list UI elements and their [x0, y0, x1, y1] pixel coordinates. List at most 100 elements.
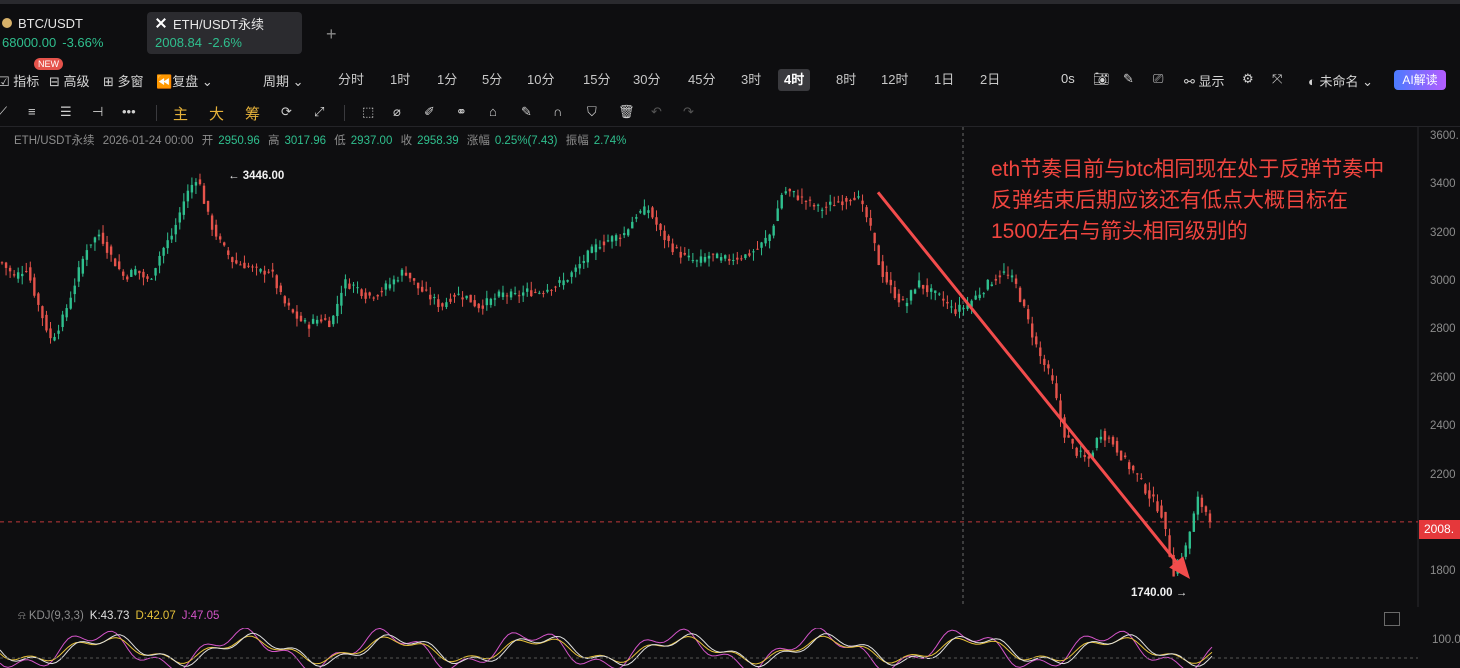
refresh-icon[interactable]: ⟳: [281, 104, 292, 119]
candle-body: [618, 237, 622, 239]
replay-button[interactable]: ⏪复盘 ⌄: [156, 74, 213, 89]
trend-arrow-line: [876, 191, 1184, 570]
pencil-icon[interactable]: ✐: [424, 104, 435, 119]
candle-body: [299, 315, 303, 322]
big-order-button[interactable]: 大: [209, 106, 225, 123]
candle-body: [1132, 465, 1135, 471]
candle-body: [425, 289, 428, 291]
timeframe-12时[interactable]: 12时: [881, 72, 909, 87]
candle-body: [707, 255, 711, 259]
candle-body: [954, 309, 957, 314]
candle-body: [461, 297, 464, 300]
camera-icon[interactable]: 📷︎: [1093, 71, 1110, 86]
candle-body: [295, 311, 299, 319]
expand-icon[interactable]: [1384, 612, 1400, 626]
timeframe-1时[interactable]: 1时: [390, 72, 411, 87]
link-icon[interactable]: ⚭: [456, 104, 467, 119]
more-tools-icon[interactable]: •••: [122, 104, 136, 119]
ray-tool-icon[interactable]: ⊣: [92, 104, 104, 119]
candle-body: [178, 212, 181, 223]
ai-analysis-button[interactable]: AI解读: [1394, 70, 1446, 90]
chart-annotation-text[interactable]: eth节奏目前与btc相同现在处于反弹节奏中 反弹结束后期应该还有低点大概目标在…: [991, 158, 1385, 243]
candle-body: [699, 256, 703, 263]
timeframe-8时[interactable]: 8时: [836, 72, 857, 87]
timeframe-2日[interactable]: 2日: [980, 72, 1001, 87]
candle-body: [162, 247, 165, 256]
edit-icon[interactable]: ✎: [521, 104, 532, 119]
redo-icon[interactable]: ↷: [683, 104, 694, 119]
candle-body: [485, 298, 489, 306]
candle-body: [453, 294, 456, 297]
candle-body: [210, 215, 214, 230]
candle-body: [691, 260, 695, 262]
candle-body: [1208, 513, 1212, 522]
display-button[interactable]: ⚯ 显示: [1184, 74, 1225, 89]
filter-icon[interactable]: ⛉: [587, 104, 597, 119]
candle-body: [1140, 478, 1143, 480]
timeframe-4时[interactable]: 4时: [778, 69, 811, 91]
trend-arrow-head: [1169, 556, 1190, 579]
toolbar-divider-line: [0, 126, 1460, 127]
tab-price: 2008.84: [155, 35, 202, 50]
candle-body: [202, 185, 206, 204]
kdj-j-line: [0, 628, 1213, 668]
candlestick-chart[interactable]: [0, 127, 1460, 607]
candle-body: [558, 280, 561, 283]
y-axis-tick-label: 3000: [1430, 274, 1456, 287]
main-indicator-button[interactable]: 主: [173, 106, 189, 123]
candle-body: [255, 266, 258, 268]
hline-tool-icon[interactable]: ≡: [28, 104, 36, 119]
candle-body: [445, 302, 448, 308]
candle-body: [65, 308, 68, 318]
timeframe-30分[interactable]: 30分: [633, 72, 661, 87]
timeframe-3时[interactable]: 3时: [741, 72, 762, 87]
line-tool-icon[interactable]: ⟋: [0, 104, 8, 119]
channel-tool-icon[interactable]: ☰: [60, 104, 72, 119]
indicators-button[interactable]: ☑ 指标: [0, 74, 40, 89]
ruler-icon[interactable]: ⌀: [393, 104, 401, 119]
candle-body: [505, 295, 509, 297]
symbol-tabs: BTC/USDT 68000.00 -3.66% ETH/USDT永续 2008.…: [0, 6, 1460, 56]
trash-icon[interactable]: 🗑︎: [618, 104, 635, 119]
chip-distribution-button[interactable]: 筹: [245, 106, 261, 123]
candle-body: [925, 285, 929, 293]
gear-icon[interactable]: ⚙: [1242, 71, 1254, 86]
tab-btc-usdt[interactable]: BTC/USDT 68000.00 -3.66%: [0, 12, 134, 54]
multi-window-button[interactable]: ⊞ 多窗: [103, 74, 144, 89]
pen-icon[interactable]: ✎: [1123, 71, 1134, 86]
candle-body: [659, 223, 662, 230]
timeframe-45分[interactable]: 45分: [688, 72, 716, 87]
candle-body: [81, 258, 85, 274]
fullscreen-icon[interactable]: ⤧: [1272, 71, 1283, 86]
advanced-button[interactable]: ⊟ 高级: [49, 74, 90, 89]
lock-icon[interactable]: ⌂: [489, 104, 497, 119]
layout-dropdown[interactable]: ◐ 未命名 ⌄: [1308, 74, 1373, 89]
timeframe-5分[interactable]: 5分: [482, 72, 503, 87]
timeframe-10分[interactable]: 10分: [527, 72, 555, 87]
candle-body: [360, 289, 363, 297]
candle-body: [231, 257, 234, 263]
candle-body: [1063, 417, 1066, 438]
measure-icon[interactable]: ⤢: [314, 104, 325, 119]
period-dropdown[interactable]: 周期 ⌄: [263, 74, 304, 89]
comment-icon[interactable]: ⎚: [1153, 71, 1164, 86]
candle-body: [311, 318, 315, 324]
current-price-tag: 2008.: [1419, 520, 1460, 539]
timeframe-1日[interactable]: 1日: [934, 72, 955, 87]
add-tab-button[interactable]: +: [326, 24, 337, 44]
candle-body: [247, 265, 250, 267]
magnet-icon[interactable]: ∩: [553, 104, 563, 119]
timeframe-分时[interactable]: 分时: [338, 72, 365, 87]
candle-body: [930, 288, 933, 292]
tab-eth-usdt[interactable]: ETH/USDT永续 2008.84 -2.6%: [147, 12, 302, 54]
select-icon[interactable]: ⬚: [362, 104, 375, 119]
timeframe-1分[interactable]: 1分: [437, 72, 458, 87]
candle-body: [263, 270, 266, 275]
y-axis-tick-label: 2800: [1430, 323, 1456, 336]
timeframe-15分[interactable]: 15分: [583, 72, 611, 87]
candle-body: [627, 229, 630, 236]
candle-body: [380, 291, 383, 293]
undo-icon[interactable]: ↶: [651, 104, 662, 119]
candle-body: [513, 293, 517, 295]
candle-body: [752, 251, 755, 253]
